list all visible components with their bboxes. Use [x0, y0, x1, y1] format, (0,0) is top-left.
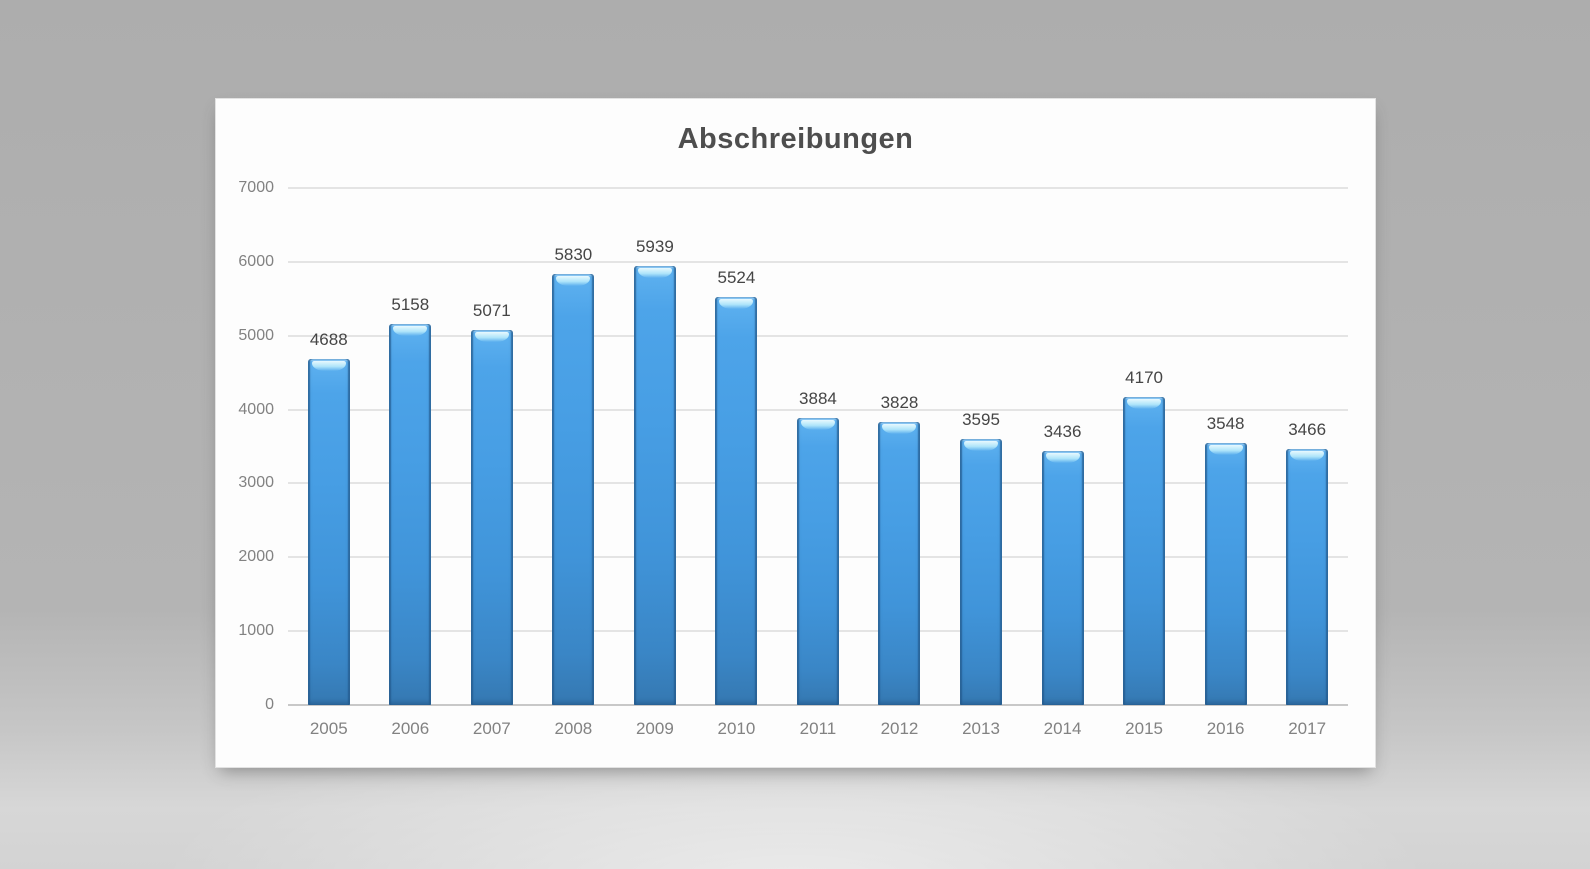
bar-2009 — [633, 266, 676, 705]
bar-2008 — [552, 274, 595, 705]
y-tick-label-0: 0 — [265, 696, 274, 713]
bar-2005 — [307, 359, 350, 705]
bar-slot-2007: 5071 — [451, 188, 533, 705]
y-tick-label-6000: 6000 — [238, 252, 274, 270]
y-axis-labels: 0 1000 2000 3000 4000 5000 6000 7000 — [216, 99, 274, 767]
y-tick-label-1000: 1000 — [238, 622, 274, 640]
y-tick-label-7000: 7000 — [238, 179, 274, 196]
bar-series: 4688 5158 5071 5830 5939 5524 3884 3828 3595 3436… — [288, 188, 1348, 705]
bar-value-label-2015: 4170 — [1125, 368, 1163, 387]
bar-slot-2010: 5524 — [696, 188, 778, 705]
bar-value-label-2013: 3595 — [962, 410, 1000, 429]
bar-slot-2008: 5830 — [533, 188, 615, 705]
x-axis-line — [288, 704, 1348, 706]
bar-value-label-2007: 5071 — [472, 301, 511, 320]
x-axis-labels: 2005 2006 2007 2008 2009 2010 2011 2012 2013 2014… — [288, 719, 1348, 739]
x-tick-label-2015: 2015 — [1125, 719, 1163, 738]
bar-value-label-2009: 5939 — [635, 237, 674, 256]
bar-2015 — [1123, 397, 1166, 705]
chart-panel: Abschreibungen 0 1000 2000 3000 4000 5000 6000… — [216, 99, 1375, 767]
x-tick-label-2013: 2013 — [962, 719, 1000, 738]
bar-slot-2012: 3828 — [859, 188, 941, 705]
gridline-4000 — [288, 408, 1348, 411]
x-tick-label-2006: 2006 — [391, 719, 430, 738]
bar-slot-2015: 4170 — [1103, 188, 1185, 705]
bar-value-label-2012: 3828 — [880, 393, 919, 412]
bar-value-label-2006: 5158 — [391, 295, 430, 314]
bar-slot-2005: 4688 — [288, 188, 370, 705]
bar-2013 — [960, 439, 1003, 705]
bar-2006 — [389, 324, 432, 705]
bar-slot-2013: 3595 — [940, 188, 1022, 705]
bar-2014 — [1041, 451, 1084, 705]
x-tick-label-2007: 2007 — [472, 719, 511, 738]
x-tick-label-2016: 2016 — [1206, 719, 1245, 738]
bar-2016 — [1204, 443, 1247, 705]
bar-slot-2006: 5158 — [370, 188, 452, 705]
bar-slot-2016: 3548 — [1185, 188, 1267, 705]
y-tick-label-2000: 2000 — [238, 548, 274, 566]
x-tick-label-2014: 2014 — [1043, 719, 1082, 738]
y-tick-label-3000: 3000 — [238, 474, 274, 492]
chart-title: Abschreibungen — [677, 123, 914, 155]
x-tick-label-2012: 2012 — [880, 719, 919, 738]
y-tick-label-4000: 4000 — [238, 400, 274, 418]
bar-2012 — [878, 422, 921, 705]
bar-2007 — [470, 330, 513, 705]
x-tick-label-2008: 2008 — [554, 719, 593, 738]
x-tick-label-2017: 2017 — [1288, 719, 1327, 738]
gridline-5000 — [288, 334, 1348, 337]
bar-value-label-2010: 5524 — [717, 268, 756, 287]
bar-value-label-2008: 5830 — [554, 245, 593, 264]
x-tick-label-2011: 2011 — [799, 719, 837, 738]
bar-slot-2014: 3436 — [1022, 188, 1104, 705]
bar-value-label-2005: 4688 — [309, 330, 348, 349]
bar-2010 — [715, 297, 758, 705]
bar-slot-2009: 5939 — [614, 188, 696, 705]
gridline-6000 — [288, 260, 1348, 263]
bar-value-label-2014: 3436 — [1043, 422, 1082, 441]
y-tick-label-5000: 5000 — [238, 326, 274, 344]
bar-slot-2017: 3466 — [1266, 188, 1348, 705]
x-tick-label-2009: 2009 — [635, 719, 674, 738]
bar-value-label-2011: 3884 — [799, 389, 837, 408]
gridline-7000 — [288, 187, 1348, 189]
x-tick-label-2010: 2010 — [717, 719, 756, 738]
x-tick-label-2005: 2005 — [309, 719, 348, 738]
bar-2017 — [1286, 449, 1329, 705]
bar-2011 — [796, 418, 839, 705]
bar-value-label-2017: 3466 — [1288, 420, 1327, 439]
bar-value-label-2016: 3548 — [1206, 414, 1245, 433]
bar-slot-2011: 3884 — [777, 188, 859, 705]
